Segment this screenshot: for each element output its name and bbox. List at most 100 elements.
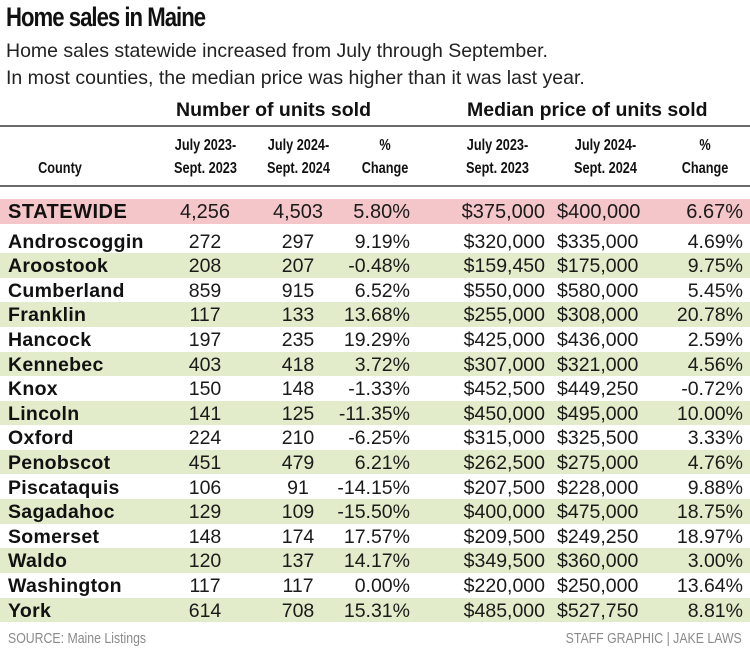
cell-county-name: Aroostook — [8, 255, 109, 278]
column-header-line: July 2024- — [267, 137, 329, 154]
column-header-units-change: % Change — [352, 130, 418, 180]
column-header-price-change: % Change — [672, 130, 738, 180]
column-header-units-2024: July 2024- Sept. 2024 — [259, 130, 337, 180]
table-row: Kennebec 403 418 3.72% $307,000 $321,000 4.56% — [0, 351, 750, 377]
cell-county-name: Washington — [8, 574, 122, 597]
cell-units-2024: 479 — [281, 451, 315, 474]
table-row: Knox 150 148 -1.33% $452,500 $449,250 -0.72% — [0, 376, 750, 401]
cell-price-change: -0.72% — [681, 378, 743, 401]
cell-units-change: 17.57% — [343, 525, 410, 548]
column-header-line: Sept. 2024 — [266, 160, 330, 177]
cell-units-2024: 915 — [281, 279, 315, 302]
cell-price-2023: $452,500 — [463, 378, 545, 401]
cell-units-2023: 197 — [188, 328, 222, 351]
cell-county-name: Kennebec — [8, 353, 104, 376]
cell-units-change: 6.52% — [354, 279, 410, 302]
cell-price-2024: $495,000 — [557, 402, 639, 425]
header-bottom-rule — [0, 185, 750, 187]
group-header-units-sold: Number of units sold — [176, 99, 371, 121]
cell-units-2024: 137 — [281, 550, 315, 573]
column-header-line: Sept. 2023 — [173, 160, 237, 177]
cell-units-change: 5.80% — [353, 201, 410, 223]
column-header-line: Sept. 2023 — [465, 160, 529, 177]
cell-units-change: -0.48% — [348, 255, 410, 278]
cell-units-2023: 614 — [188, 599, 222, 622]
cell-units-2023: 106 — [188, 476, 222, 499]
cell-units-2024: 133 — [281, 304, 315, 327]
cell-price-change: 4.56% — [687, 353, 743, 376]
subtitle-line-1: Home sales statewide increased from July… — [6, 40, 548, 62]
cell-county-name: Androscoggin — [8, 230, 144, 253]
column-header-price-2023: July 2023- Sept. 2023 — [458, 130, 536, 180]
cell-price-2024: $335,000 — [557, 230, 639, 253]
cell-price-2024: $449,250 — [557, 378, 639, 401]
table-row: Washington 117 117 0.00% $220,000 $250,000 13.… — [0, 573, 750, 598]
cell-price-2023: $255,000 — [463, 304, 545, 327]
cell-price-change: 20.78% — [676, 304, 743, 327]
table-row: Androscoggin 272 297 9.19% $320,000 $335,000 4… — [0, 229, 750, 254]
cell-price-change: 6.67% — [686, 201, 743, 223]
cell-price-2024: $308,000 — [557, 304, 639, 327]
cell-price-change: 4.76% — [687, 451, 743, 474]
cell-units-change: 6.21% — [354, 451, 410, 474]
column-header-county: County — [19, 130, 101, 180]
cell-price-2024: $436,000 — [557, 328, 639, 351]
cell-units-change: 0.00% — [354, 574, 410, 597]
cell-units-change: -11.35% — [338, 402, 410, 425]
cell-units-2023: 4,256 — [179, 201, 231, 223]
subtitle-line-2: In most counties, the median price was h… — [6, 67, 585, 89]
cell-units-change: 15.31% — [343, 599, 410, 622]
cell-price-2023: $400,000 — [463, 501, 545, 524]
cell-price-change: 3.00% — [687, 550, 743, 573]
cell-price-2023: $220,000 — [463, 574, 545, 597]
cell-units-2024: 109 — [281, 501, 315, 524]
table-row: Waldo 120 137 14.17% $349,500 $360,000 3.00% — [0, 548, 750, 573]
cell-price-change: 8.81% — [687, 599, 743, 622]
table-row: Penobscot 451 479 6.21% $262,500 $275,000 4.76… — [0, 449, 750, 475]
column-header-line: July 2024- — [574, 137, 636, 154]
cell-units-2023: 208 — [188, 255, 222, 278]
cell-units-2024: 235 — [281, 328, 315, 351]
cell-price-2024: $250,000 — [557, 574, 639, 597]
cell-units-2023: 141 — [188, 402, 222, 425]
cell-units-2024: 117 — [282, 574, 314, 597]
cell-units-2023: 859 — [188, 279, 222, 302]
cell-price-change: 3.33% — [687, 427, 743, 450]
cell-units-2024: 297 — [281, 230, 315, 253]
cell-price-2024: $228,000 — [557, 476, 639, 499]
cell-units-2023: 150 — [188, 378, 222, 401]
cell-price-2024: $527,750 — [557, 599, 639, 622]
cell-county-name: York — [8, 599, 52, 622]
cell-price-2024: $360,000 — [557, 550, 639, 573]
cell-units-2024: 4,503 — [272, 201, 324, 223]
cell-price-2024: $325,500 — [557, 427, 639, 450]
cell-units-2024: 148 — [281, 378, 315, 401]
cell-county-name: Hancock — [8, 328, 92, 351]
cell-units-2023: 148 — [188, 525, 222, 548]
cell-units-change: 3.72% — [354, 353, 410, 376]
column-header-units-2023: July 2023- Sept. 2023 — [166, 130, 244, 180]
table-row: York 614 708 15.31% $485,000 $527,750 8.81% — [0, 597, 750, 623]
cell-units-2023: 403 — [188, 353, 222, 376]
statewide-row: STATEWIDE 4,256 4,503 5.80% $375,000 $400,000… — [0, 199, 750, 224]
cell-units-2023: 117 — [189, 304, 221, 327]
cell-price-2023: $425,000 — [463, 328, 545, 351]
cell-price-2023: $315,000 — [463, 427, 545, 450]
column-header-price-2024: July 2024- Sept. 2024 — [566, 130, 644, 180]
cell-price-change: 9.88% — [687, 476, 743, 499]
column-header-line: % — [699, 137, 711, 154]
table-row: Cumberland 859 915 6.52% $550,000 $580,000 5.4… — [0, 278, 750, 303]
cell-price-2024: $249,250 — [557, 525, 639, 548]
cell-units-change: 19.29% — [343, 328, 410, 351]
cell-price-2024: $275,000 — [557, 451, 639, 474]
cell-county-name: STATEWIDE — [8, 201, 128, 223]
cell-price-2023: $307,000 — [463, 353, 545, 376]
cell-price-2023: $159,450 — [463, 255, 545, 278]
cell-units-2024: 91 — [287, 476, 309, 499]
column-header-line: July 2023- — [466, 137, 528, 154]
credit-line: STAFF GRAPHIC | JAKE LAWS — [565, 630, 742, 647]
cell-price-2023: $550,000 — [463, 279, 545, 302]
table-row: Hancock 197 235 19.29% $425,000 $436,000 2.59% — [0, 327, 750, 352]
cell-price-2024: $400,000 — [557, 201, 641, 223]
cell-units-2024: 210 — [281, 427, 315, 450]
